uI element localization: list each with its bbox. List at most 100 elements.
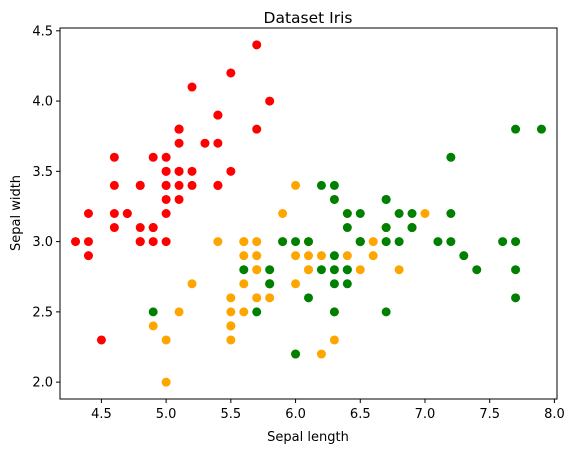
data-point-series-2-48 xyxy=(316,251,326,261)
data-point-series-3-30 xyxy=(446,237,456,247)
data-point-series-2-26 xyxy=(368,237,378,247)
x-tick-label: 6.0 xyxy=(285,407,306,422)
data-point-series-1-36 xyxy=(161,209,171,218)
data-point-series-1-25 xyxy=(135,180,145,190)
data-point-series-3-47 xyxy=(329,307,339,317)
data-point-series-3-8 xyxy=(459,251,469,261)
data-point-series-2-45 xyxy=(239,279,249,289)
data-point-series-1-17 xyxy=(213,110,223,120)
data-point-series-3-33 xyxy=(342,265,352,275)
data-point-series-3-41 xyxy=(381,223,391,233)
data-point-series-2-30 xyxy=(252,293,262,303)
data-point-series-2-50 xyxy=(252,265,262,275)
data-point-series-1-26 xyxy=(161,237,171,247)
data-point-series-1-42 xyxy=(96,335,106,345)
data-point-series-2-41 xyxy=(226,293,236,303)
data-point-series-3-15 xyxy=(265,265,275,275)
data-point-series-3-23 xyxy=(511,265,521,275)
data-point-series-3-32 xyxy=(536,124,546,134)
x-tick-label: 7.0 xyxy=(415,407,436,422)
data-point-series-2-36 xyxy=(291,180,301,190)
data-point-series-1-34 xyxy=(226,68,236,78)
data-point-series-3-31 xyxy=(472,265,482,275)
data-point-series-1-40 xyxy=(174,180,184,190)
data-point-series-3-10 xyxy=(446,152,456,162)
plot-frame xyxy=(59,27,558,400)
data-point-series-1-2 xyxy=(148,237,158,247)
data-point-series-2-15 xyxy=(239,251,249,261)
data-point-series-3-13 xyxy=(394,237,404,247)
data-point-series-2-24 xyxy=(304,265,313,275)
data-point-series-2-47 xyxy=(252,251,262,261)
data-point-series-3-27 xyxy=(316,265,326,275)
data-point-series-1-32 xyxy=(213,180,223,190)
data-point-series-3-3 xyxy=(433,237,443,247)
data-point-series-1-43 xyxy=(83,209,93,218)
data-point-series-1-49 xyxy=(200,138,210,148)
data-point-series-3-38 xyxy=(342,223,352,233)
data-point-series-1-35 xyxy=(148,223,158,233)
data-point-series-1-47 xyxy=(174,124,184,134)
y-tick-label: 3.5 xyxy=(32,165,53,180)
data-point-series-1-30 xyxy=(122,209,132,218)
y-tick-label: 4.0 xyxy=(32,95,53,110)
data-point-series-2-14 xyxy=(304,251,313,261)
data-point-series-1-19 xyxy=(252,124,262,134)
data-point-series-2-40 xyxy=(226,307,236,317)
data-point-series-1-48 xyxy=(109,209,119,218)
data-point-series-2-10 xyxy=(187,279,197,289)
data-point-series-1-37 xyxy=(226,166,236,176)
data-point-series-3-43 xyxy=(265,279,275,289)
data-point-series-1-27 xyxy=(161,180,171,190)
data-point-series-3-49 xyxy=(316,180,326,190)
data-point-series-3-35 xyxy=(304,293,313,303)
data-point-series-2-43 xyxy=(265,293,275,303)
data-point-series-3-16 xyxy=(342,209,352,218)
data-point-series-2-8 xyxy=(148,321,158,331)
data-point-series-2-38 xyxy=(329,335,339,345)
data-point-series-3-19 xyxy=(511,293,521,303)
data-point-series-2-11 xyxy=(161,377,171,387)
data-point-series-2-25 xyxy=(342,251,352,261)
y-axis-label: Sepal width xyxy=(9,175,24,251)
x-axis: 4.5 5.0 5.5 6.0 6.5 7.0 7.5 8.0 xyxy=(91,399,565,422)
data-point-series-3-21 xyxy=(407,209,417,218)
data-point-series-3-48 xyxy=(355,237,365,247)
y-tick-label: 2.5 xyxy=(32,305,53,320)
data-point-series-3-18 xyxy=(511,124,521,134)
data-point-series-1-4 xyxy=(109,223,119,233)
data-point-series-1-29 xyxy=(187,180,197,190)
data-point-series-1-31 xyxy=(135,223,145,233)
data-point-series-2-35 xyxy=(213,237,223,247)
data-point-series-3-39 xyxy=(291,237,301,247)
x-axis-label: Sepal length xyxy=(267,430,349,445)
data-point-series-1-5 xyxy=(161,152,171,162)
x-tick-label: 4.5 xyxy=(91,407,112,422)
data-point-series-3-1 xyxy=(329,194,339,204)
data-point-series-2-32 xyxy=(226,321,236,331)
data-point-series-3-11 xyxy=(355,209,365,218)
data-point-series-3-7 xyxy=(148,307,158,317)
data-point-series-3-36 xyxy=(511,237,521,247)
data-point-series-1-46 xyxy=(135,237,145,247)
data-point-series-3-4 xyxy=(329,251,339,261)
y-axis: 2.0 2.5 3.0 3.5 4.0 4.5 xyxy=(32,24,60,391)
data-point-series-1-9 xyxy=(83,251,93,261)
x-tick-label: 5.5 xyxy=(221,407,242,422)
data-point-series-2-21 xyxy=(278,209,288,218)
data-point-series-1-23 xyxy=(109,152,119,162)
data-point-series-2-27 xyxy=(394,265,404,275)
data-point-series-1-39 xyxy=(83,237,93,247)
data-point-series-3-28 xyxy=(304,237,313,247)
data-point-series-2-9 xyxy=(368,251,378,261)
data-point-series-2-44 xyxy=(161,335,171,345)
data-point-series-3-9 xyxy=(381,307,391,317)
data-point-series-2-49 xyxy=(174,307,184,317)
data-point-series-1-11 xyxy=(213,138,223,148)
data-point-series-1-7 xyxy=(109,180,119,190)
x-tick-label: 6.5 xyxy=(350,407,371,422)
data-point-series-3-34 xyxy=(329,265,339,275)
data-point-series-2-19 xyxy=(316,349,326,359)
